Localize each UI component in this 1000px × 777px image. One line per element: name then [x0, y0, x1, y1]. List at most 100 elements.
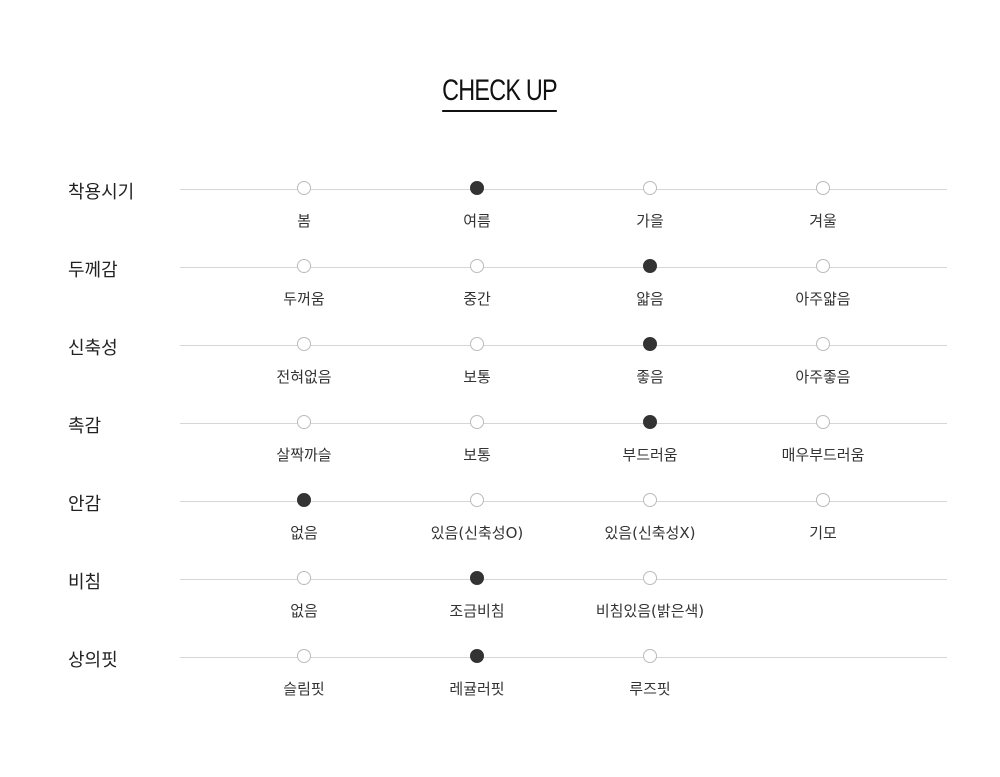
option-label: 레귤러핏: [449, 680, 505, 698]
option-label: 봄: [297, 212, 311, 230]
option: 없음: [224, 571, 384, 621]
option: 조금비침: [397, 571, 557, 621]
empty-dot-icon: [643, 493, 657, 507]
empty-dot-icon: [816, 493, 830, 507]
option-label: 없음: [290, 524, 318, 542]
option: 아주좋음: [743, 337, 903, 387]
scale-line: [180, 345, 947, 346]
option: 비침있음(밝은색): [570, 571, 730, 621]
option-label: 겨울: [809, 212, 837, 230]
option-label: 부드러움: [622, 446, 678, 464]
empty-dot-icon: [816, 337, 830, 351]
option: 없음: [224, 493, 384, 543]
selected-dot-icon: [643, 259, 657, 273]
option-label: 매우부드러움: [781, 446, 865, 464]
empty-dot-icon: [297, 415, 311, 429]
empty-dot-icon: [816, 415, 830, 429]
empty-dot-icon: [297, 571, 311, 585]
row-label: 촉감: [68, 416, 102, 437]
option: 두꺼움: [224, 259, 384, 309]
empty-dot-icon: [297, 649, 311, 663]
empty-dot-icon: [297, 337, 311, 351]
empty-dot-icon: [470, 493, 484, 507]
option: 레귤러핏: [397, 649, 557, 699]
row-label: 두께감: [68, 260, 118, 281]
scale-line: [180, 189, 947, 190]
scale-line: [180, 501, 947, 502]
check-up-title: CHECK UP: [0, 72, 1000, 112]
option: 있음(신축성O): [397, 493, 557, 543]
empty-dot-icon: [470, 259, 484, 273]
option: 있음(신축성X): [570, 493, 730, 543]
option: 전혀없음: [224, 337, 384, 387]
option: 봄: [224, 181, 384, 231]
option-label: 여름: [463, 212, 491, 230]
scale-line: [180, 423, 947, 424]
empty-dot-icon: [297, 181, 311, 195]
scale-line: [180, 267, 947, 268]
option: 겨울: [743, 181, 903, 231]
empty-dot-icon: [470, 415, 484, 429]
option-label: 아주좋음: [795, 368, 851, 386]
option: 부드러움: [570, 415, 730, 465]
empty-dot-icon: [816, 259, 830, 273]
option-label: 슬림핏: [283, 680, 325, 698]
option-label: 조금비침: [449, 602, 505, 620]
option-label: 두꺼움: [283, 290, 325, 308]
option: 아주얇음: [743, 259, 903, 309]
empty-dot-icon: [297, 259, 311, 273]
scale-line: [180, 579, 947, 580]
option-label: 기모: [809, 524, 837, 542]
option: 루즈핏: [570, 649, 730, 699]
row-label: 신축성: [68, 338, 118, 359]
selected-dot-icon: [470, 571, 484, 585]
option-label: 비침있음(밝은색): [595, 602, 705, 620]
title-text: CHECK UP: [442, 72, 558, 112]
option: 얇음: [570, 259, 730, 309]
option-label: 없음: [290, 602, 318, 620]
option: 여름: [397, 181, 557, 231]
option: 슬림핏: [224, 649, 384, 699]
option: 좋음: [570, 337, 730, 387]
option-label: 보통: [463, 368, 491, 386]
option: 매우부드러움: [743, 415, 903, 465]
option-label: 아주얇음: [795, 290, 851, 308]
scale-line: [180, 657, 947, 658]
option-label: 얇음: [636, 290, 664, 308]
empty-dot-icon: [470, 337, 484, 351]
option: 보통: [397, 415, 557, 465]
option: 중간: [397, 259, 557, 309]
option-label: 보통: [463, 446, 491, 464]
row-label: 비침: [68, 572, 102, 593]
empty-dot-icon: [816, 181, 830, 195]
option: 기모: [743, 493, 903, 543]
empty-dot-icon: [643, 571, 657, 585]
row-label: 안감: [68, 494, 102, 515]
empty-dot-icon: [643, 181, 657, 195]
selected-dot-icon: [470, 649, 484, 663]
option-label: 살짝까슬: [276, 446, 332, 464]
option-label: 가을: [636, 212, 664, 230]
empty-dot-icon: [643, 649, 657, 663]
option-label: 중간: [463, 290, 491, 308]
option-label: 있음(신축성O): [430, 524, 524, 542]
selected-dot-icon: [643, 415, 657, 429]
selected-dot-icon: [297, 493, 311, 507]
option-label: 좋음: [636, 368, 664, 386]
option-label: 전혀없음: [276, 368, 332, 386]
selected-dot-icon: [470, 181, 484, 195]
row-label: 착용시기: [68, 182, 135, 203]
option: 살짝까슬: [224, 415, 384, 465]
option: 가을: [570, 181, 730, 231]
selected-dot-icon: [643, 337, 657, 351]
row-label: 상의핏: [68, 650, 118, 671]
option: 보통: [397, 337, 557, 387]
option-label: 있음(신축성X): [604, 524, 696, 542]
